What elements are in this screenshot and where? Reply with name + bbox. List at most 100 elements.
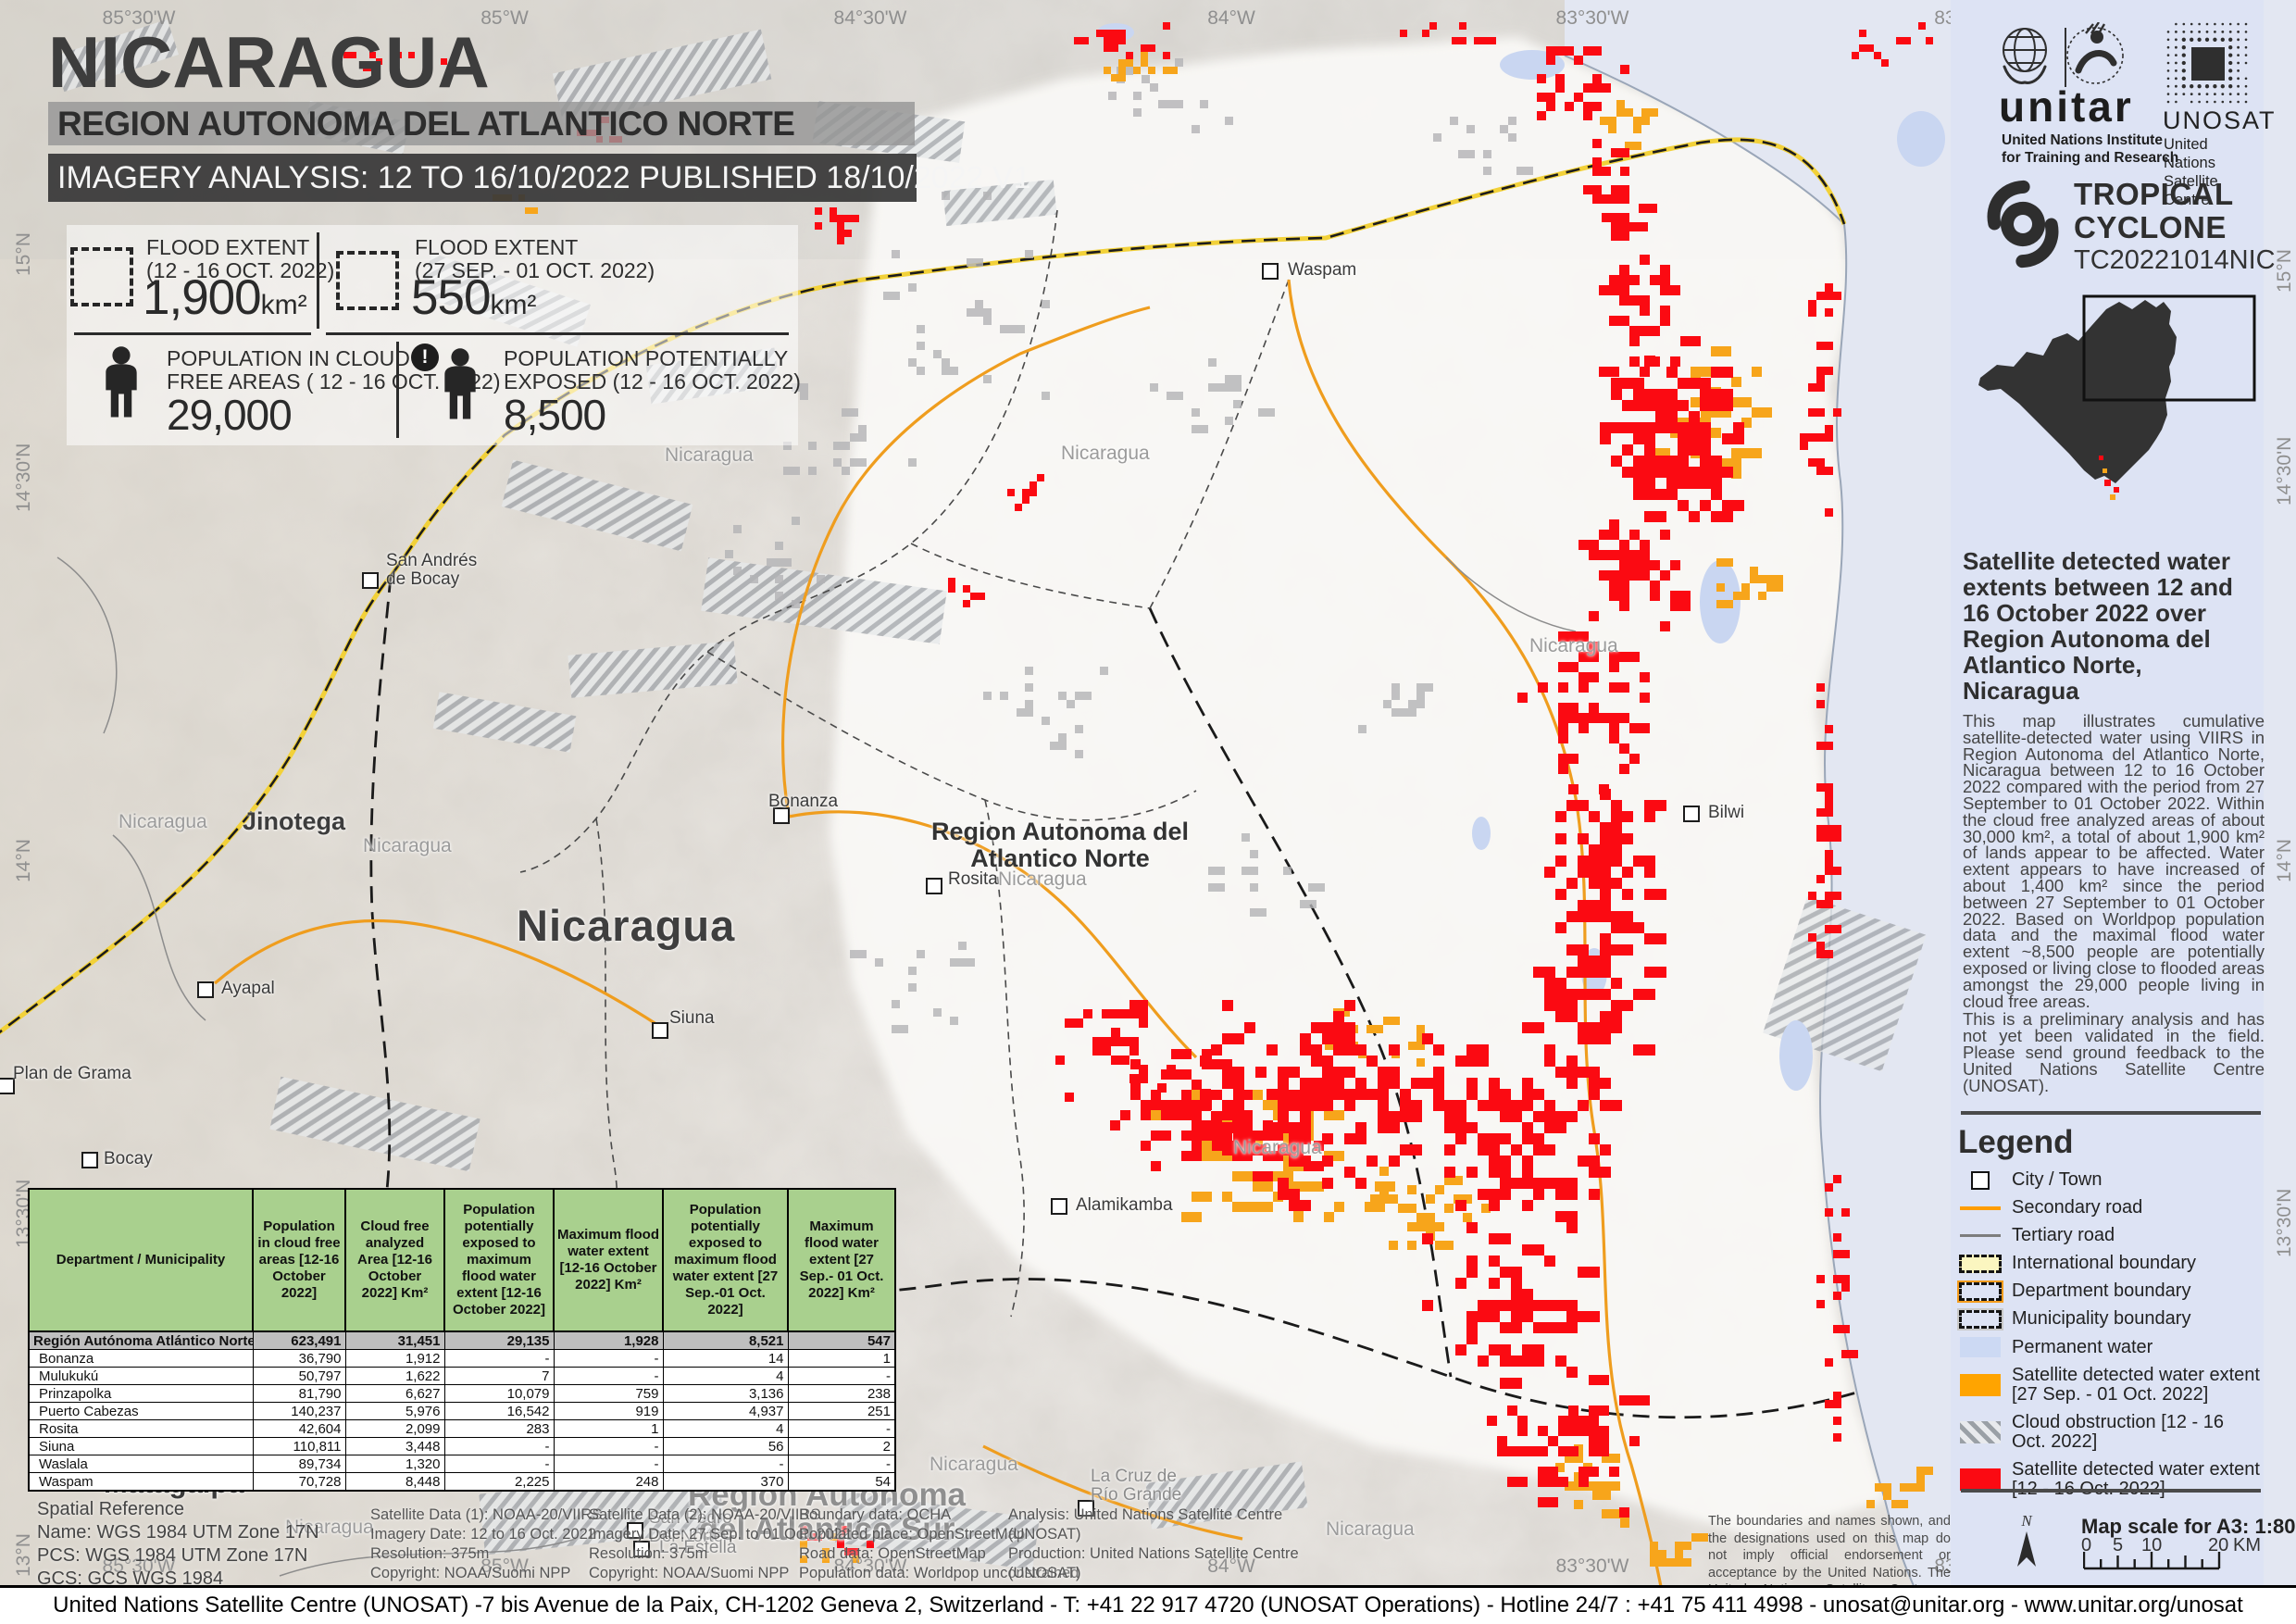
graticule-label: 85°30'W [102,7,176,29]
unosat-wordmark: UNOSAT [2163,106,2277,134]
map-label: Nicaragua [119,811,207,832]
table-cell-name: Mulukukú [28,1367,254,1385]
table-cell-value: 283 [443,1419,555,1438]
table-header-cell: Maximum flood water extent [12-16 Octobe… [553,1188,664,1332]
divider [74,332,311,335]
person-icon [106,346,137,418]
flood-extent-12oct [343,22,1933,1555]
impact-table: Department / Municipality Population in c… [28,1188,896,1492]
table-cell-name: Siuna [28,1437,254,1455]
table-cell-value: 759 [553,1384,664,1403]
municipality-boundary-icon [1959,1309,2002,1329]
table-header-cell: Population potentially exposed to maximu… [443,1188,555,1332]
town-marker [0,1078,15,1094]
flood-recent-label: FLOOD EXTENT (12 - 16 OCT. 2022) [146,235,335,282]
town-marker [362,572,379,589]
table-row: Waslala 89,734 1,320- - - - [28,1455,896,1473]
divider [396,342,399,438]
table-cell-name: Rosita [28,1419,254,1438]
legend-item-cloud-obstruction: Cloud obstruction [12 - 16 Oct. 2022] [1958,1413,2260,1452]
table-row: Mulukukú 50,797 1,622 7-4- [28,1367,896,1385]
sidebar: unitar United Nations Institute for Trai… [1951,0,2296,1585]
legend-item-label: Tertiary road [2012,1225,2115,1245]
table-cell-value: 110,811 [252,1437,346,1455]
secondary-road-icon [1960,1206,2001,1210]
table-cell-value: 8,521 [662,1330,789,1350]
city-town-icon [1971,1170,1990,1190]
water-27sep-swatch [1958,1374,2003,1396]
graticule-label: 83°30'W [1555,7,1629,29]
table-cell-name: Región Autónoma Atlántico Norte [28,1330,254,1350]
town-label: Siuna [669,1008,715,1028]
divider [317,232,319,329]
population-cloud-free-value: 29,000 [167,391,293,439]
town-label: Ayapal [221,979,275,998]
event-code: TC20221014NIC [2074,245,2276,275]
table-cell-value: 623,491 [252,1330,346,1350]
table-row: Región Autónoma Atlántico Norte 623,491 31… [28,1330,896,1350]
table-row: Waspam 70,728 8,448 2,225 248 370 54 [28,1472,896,1492]
cloud-chips [725,58,1533,1033]
table-cell-value: 2,099 [344,1419,445,1438]
flood-recent-value: 1,900km² [143,270,307,325]
cloud-free-region [830,37,1888,1539]
satellite-data-2: Satellite Data (2): NOAA-20/VIIRS Imager… [589,1506,851,1601]
map-label: Jinotega [243,807,346,835]
map-label: Nicaragua [1061,443,1150,464]
graticule-label: 85°W [480,7,529,29]
unosat-logo-icon [2166,22,2248,104]
town-label: Rosita [948,869,998,889]
table-header-cell: Cloud free analyzed Area [12-16 October … [344,1188,445,1332]
map-label: Nicaragua [665,444,754,466]
table-cell-value: - [662,1455,789,1473]
graticule-label: 85°30'W [102,1555,176,1577]
tertiary-road-swatch [1958,1234,2003,1237]
scale-unit: KM [2233,1535,2261,1555]
town-label: Plan de Grama [13,1064,131,1083]
international-boundary-swatch [1958,1254,2003,1273]
table-cell-value: 31,451 [344,1330,445,1350]
table-cell-value: 89,734 [252,1455,346,1473]
legend-item-city-town: City / Town [1958,1170,2260,1190]
legend-item-label: Cloud obstruction [12 - 16 Oct. 2022] [2012,1412,2225,1452]
town-marker [1051,1198,1067,1215]
nicaragua-silhouette [1978,300,2177,483]
table-cell-value: 42,604 [252,1419,346,1438]
table-cell-value: 5,976 [344,1402,445,1420]
table-cell-value: 238 [787,1384,896,1403]
footer-bar: United Nations Satellite Centre (UNOSAT)… [0,1585,2296,1624]
town-label: La Estella [659,1538,737,1557]
north-arrow: N [2017,1512,2036,1567]
graticule-label: 13°30'N [2274,1188,2295,1257]
table-cell-value: 1 [787,1349,896,1368]
table-cell-name: Waslala [28,1455,254,1473]
town-label: San Pedro Del Norte [649,1508,732,1546]
graticule-label: 14°30'N [13,443,34,512]
sidebar-text: Satellite detected water extents between… [1963,548,2265,1095]
map-extent-rectangle [2082,294,2256,402]
graticule-label: 85°W [480,1555,529,1577]
tertiary-roads [56,556,1577,1577]
table-cell-value: 6,627 [344,1384,445,1403]
table-cell-value: 919 [553,1402,664,1420]
event-type: TROPICAL CYCLONE TC20221014NIC [2074,177,2276,276]
international-boundary-icon [1959,1254,2002,1273]
table-header-cell: Population in cloud free areas [12-16 Oc… [252,1188,346,1332]
table-cell-value: 29,135 [443,1330,555,1350]
flood-extent-icon [336,251,399,310]
legend: Legend City / Town Secondary road Tertiary… [1958,1124,2260,1507]
legend-item-label: International boundary [2012,1253,2197,1273]
table-header-row: Department / Municipality Population in c… [28,1188,896,1332]
table-cell-value: 50,797 [252,1367,346,1385]
divider [1961,1111,2261,1115]
population-exposed-value: 8,500 [504,391,606,439]
secondary-road-swatch [1958,1206,2003,1210]
legend-item-water-12oct: Satellite detected water extent [12 - 16… [1958,1460,2260,1499]
table-cell-value: 7 [443,1367,555,1385]
legend-item-tertiary-road: Tertiary road [1958,1226,2260,1245]
legend-item-municipality-boundary: Municipality boundary [1958,1309,2260,1329]
table-cell-value: 4,937 [662,1402,789,1420]
